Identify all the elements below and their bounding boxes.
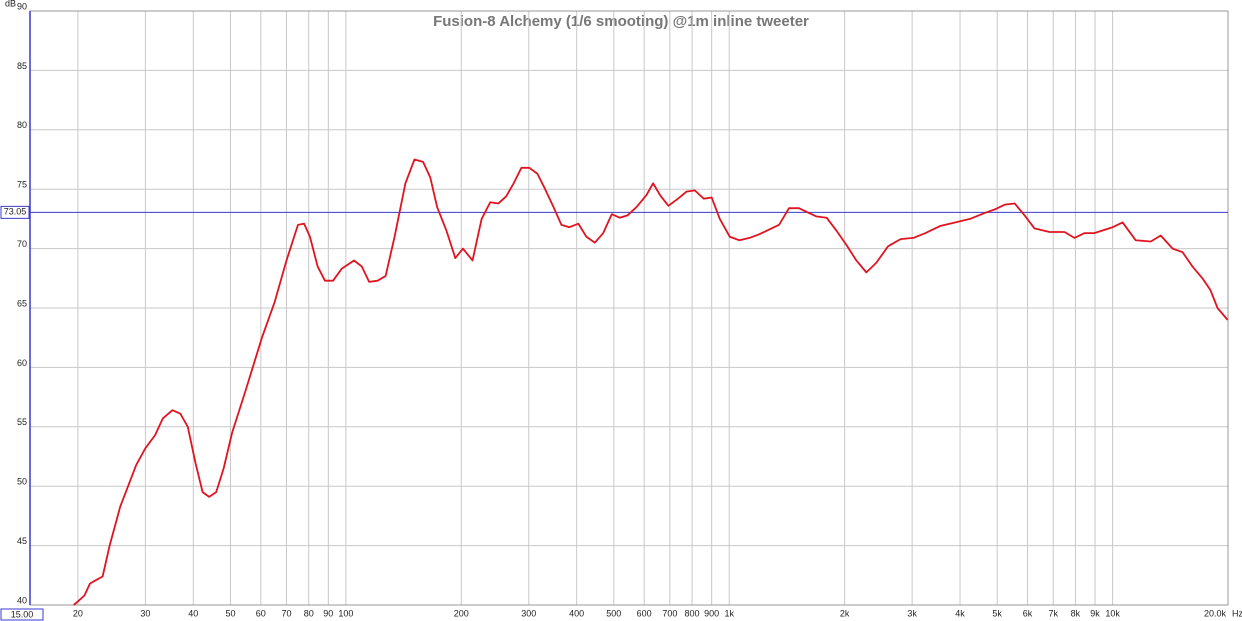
x-tick-label: 3k <box>907 608 917 618</box>
x-tick-label: 300 <box>521 608 536 618</box>
y-tick-label: 50 <box>17 477 27 487</box>
y-tick-label: 60 <box>17 358 27 368</box>
x-start-label: 15.00 <box>11 609 34 619</box>
x-tick-label: 40 <box>188 608 198 618</box>
y-tick-label: 75 <box>17 180 27 190</box>
x-tick-label: 2k <box>840 608 850 618</box>
x-tick-label: 900 <box>704 608 719 618</box>
x-tick-label: 30 <box>140 608 150 618</box>
y-tick-label: 55 <box>17 417 27 427</box>
y-tick-label: 70 <box>17 239 27 249</box>
x-tick-label: 4k <box>955 608 965 618</box>
x-tick-label: 1k <box>724 608 734 618</box>
x-tick-label: 700 <box>662 608 677 618</box>
reference-label: 73.05 <box>4 207 27 217</box>
x-tick-label: 90 <box>323 608 333 618</box>
x-tick-label: 50 <box>225 608 235 618</box>
y-tick-label: 90 <box>17 1 27 11</box>
y-tick-label: 40 <box>17 595 27 605</box>
x-tick-label: 20 <box>73 608 83 618</box>
reference-box <box>0 205 30 219</box>
y-tick-label: 65 <box>17 298 27 308</box>
x-tick-label: 8k <box>1071 608 1081 618</box>
x-tick-label: 10k <box>1105 608 1120 618</box>
x-tick-label: 800 <box>685 608 700 618</box>
x-tick-label: 100 <box>338 608 353 618</box>
x-tick-label: 70 <box>281 608 291 618</box>
x-tick-label: 80 <box>304 608 314 618</box>
x-tick-label: 5k <box>992 608 1002 618</box>
x-tick-label: 20.0k <box>1204 608 1227 618</box>
x-tick-label: 600 <box>637 608 652 618</box>
x-unit: Hz <box>1232 608 1242 618</box>
x-tick-label: 7k <box>1048 608 1058 618</box>
y-tick-label: 80 <box>17 120 27 130</box>
x-tick-label: 9k <box>1090 608 1100 618</box>
x-tick-label: 60 <box>256 608 266 618</box>
response-line <box>73 158 1229 606</box>
x-tick-label: 200 <box>454 608 469 618</box>
x-tick-label: 400 <box>569 608 584 618</box>
x-start-box <box>0 608 44 621</box>
y-tick-label: 85 <box>17 61 27 71</box>
y-unit: dB <box>5 0 16 8</box>
chart-title: Fusion-8 Alchemy (1/6 smooting) @1m inli… <box>433 13 809 30</box>
x-tick-label: 500 <box>606 608 621 618</box>
x-tick-label: 6k <box>1023 608 1033 618</box>
y-tick-label: 45 <box>17 536 27 546</box>
